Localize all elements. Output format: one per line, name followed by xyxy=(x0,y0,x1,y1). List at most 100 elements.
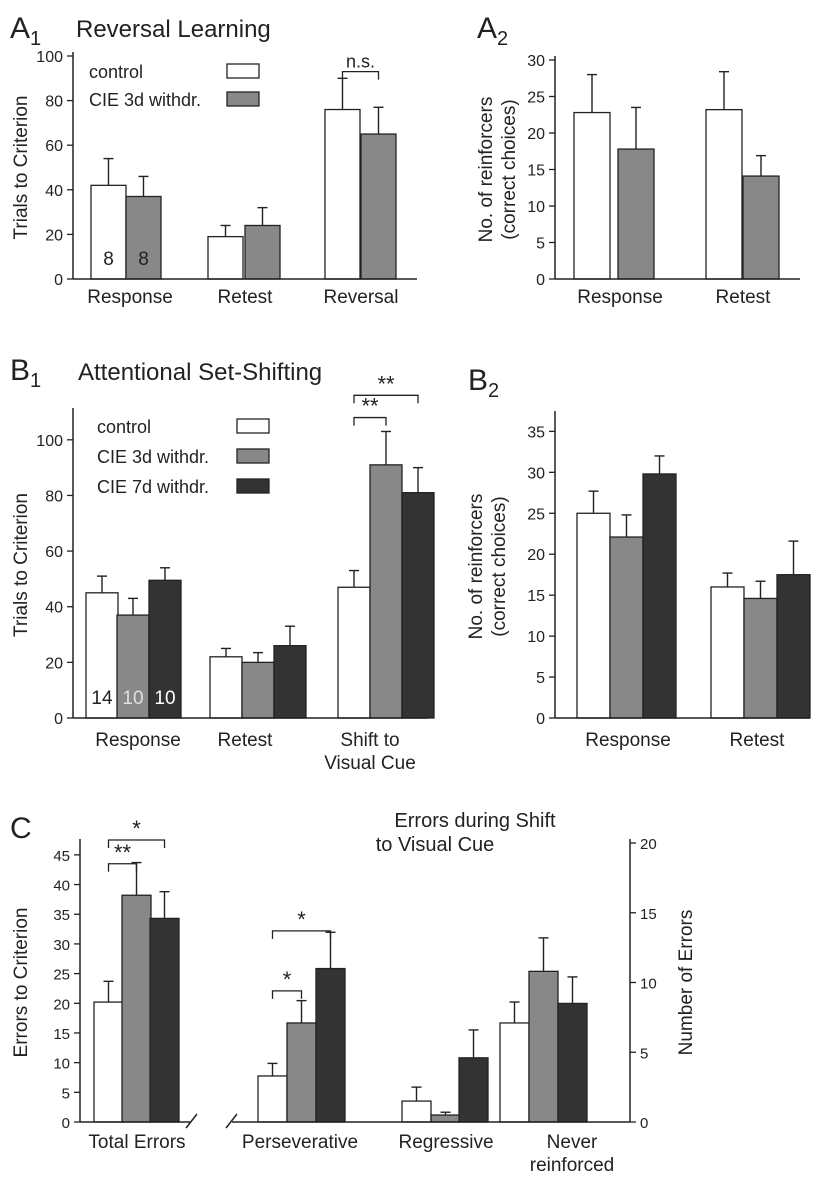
bar-B1-s0-c0 xyxy=(85,592,119,719)
bar-C-right-s1-c2 xyxy=(528,970,559,1123)
significance-0-bracket xyxy=(341,70,380,80)
bar-A1-s1-c1 xyxy=(244,224,281,280)
bar-B1-s1-c1 xyxy=(241,661,275,719)
y-axis-tick-label: 35 xyxy=(53,907,70,924)
y-axis-tick-label: 35 xyxy=(527,424,545,441)
y-axis-tick-label: 0 xyxy=(54,272,63,289)
panel-label-B2: B2 xyxy=(468,364,499,402)
n-label: 14 xyxy=(91,688,113,709)
panel-label-C: C xyxy=(10,812,32,845)
bar-B1-s0-c1 xyxy=(209,656,243,719)
significance-C-3-label: * xyxy=(297,907,306,932)
panel-subscript: 2 xyxy=(497,28,508,50)
y-axis-tick-label: 15 xyxy=(527,588,545,605)
y-axis-tick-label: 20 xyxy=(45,655,63,672)
significance-C-2-label: * xyxy=(283,967,292,992)
bar-A2-s0-c0 xyxy=(573,111,611,280)
y2-axis-tick-label: 0 xyxy=(640,1115,648,1132)
y2-axis-label: Number of Errors xyxy=(676,910,697,1056)
significance-1-bracket xyxy=(353,394,419,404)
panel-letter: A xyxy=(10,12,30,45)
legend-label: control xyxy=(89,62,143,82)
significance-C-0-bracket xyxy=(107,863,138,872)
y-axis-tick-label: 60 xyxy=(45,138,63,155)
bar-B2-s2-c1 xyxy=(776,574,811,719)
category-label: reinforced xyxy=(530,1155,615,1176)
y-axis-tick-label: 40 xyxy=(45,183,63,200)
y-axis-tick-label: 5 xyxy=(536,670,545,687)
legend-label: CIE 3d withdr. xyxy=(89,90,201,110)
bar-B2-s0-c0 xyxy=(576,512,611,719)
y-axis-label-2: (correct choices) xyxy=(499,99,520,239)
bar-C-right-s2-c0 xyxy=(315,967,346,1123)
y-axis-tick-label: 100 xyxy=(36,433,63,450)
category-label: Reversal xyxy=(324,287,399,308)
category-label: Retest xyxy=(218,287,274,308)
y-axis-tick-label: 10 xyxy=(527,629,545,646)
category-label: Retest xyxy=(716,287,772,308)
category-label: Total Errors xyxy=(88,1132,185,1153)
bar-B1-s2-c1 xyxy=(273,645,307,719)
axis-break-mark-left xyxy=(185,1113,198,1129)
bar-A1-s1-c2 xyxy=(360,133,397,280)
panel-letter: B xyxy=(10,354,30,387)
panel-subscript: 2 xyxy=(488,380,499,402)
y2-axis-tick-label: 5 xyxy=(640,1045,648,1062)
n-label: 8 xyxy=(103,249,114,270)
significance-C-0-label: ** xyxy=(114,840,132,865)
significance-C-1-label: * xyxy=(132,816,141,841)
y-axis-tick-label: 20 xyxy=(45,227,63,244)
bar-C-left-s0 xyxy=(93,1001,124,1123)
y-axis-tick-label: 60 xyxy=(45,544,63,561)
legend-label: CIE 7d withdr. xyxy=(97,477,209,497)
y-axis-label: No. of reinforcers xyxy=(466,494,487,640)
y-axis-tick-label: 20 xyxy=(53,996,70,1013)
bar-B2-s1-c1 xyxy=(743,597,778,719)
legend-label: CIE 3d withdr. xyxy=(97,447,209,467)
y-axis-label: Trials to Criterion xyxy=(11,493,32,637)
panel-subscript: 1 xyxy=(30,28,41,50)
y-axis-tick-label: 30 xyxy=(527,53,545,70)
bar-B1-s1-c0 xyxy=(116,614,150,719)
significance-C-1-bracket xyxy=(107,839,166,849)
panel-letter: A xyxy=(477,12,497,45)
panel-label-B1: B1 xyxy=(10,354,41,392)
bar-C-right-s1-c0 xyxy=(286,1022,317,1123)
significance-C-2-bracket xyxy=(271,990,303,999)
bar-A2-s1-c0 xyxy=(617,148,655,280)
panel-letter: C xyxy=(10,812,32,845)
bar-B2-s2-c0 xyxy=(642,473,677,719)
y2-axis-tick-label: 15 xyxy=(640,906,657,923)
category-label: Response xyxy=(577,287,663,308)
y-axis-tick-label: 0 xyxy=(62,1115,70,1132)
category-label: Retest xyxy=(218,730,274,751)
axis-break-mark-right xyxy=(225,1113,238,1129)
y-axis-label: Errors to Criterion xyxy=(11,908,32,1058)
category-label: Never xyxy=(547,1132,598,1153)
y-axis-tick-label: 15 xyxy=(53,1026,70,1043)
bar-B1-s2-c2 xyxy=(401,492,435,719)
bar-A2-s0-c1 xyxy=(705,108,743,280)
y-axis-tick-label: 30 xyxy=(53,937,70,954)
bar-C-right-s2-c2 xyxy=(557,1002,588,1123)
y2-axis-tick-label: 20 xyxy=(640,836,657,853)
bar-C-right-s1-c1 xyxy=(430,1114,461,1123)
bar-A1-s0-c2 xyxy=(324,108,361,280)
legend-swatch xyxy=(236,478,270,494)
significance-0-bracket xyxy=(353,416,387,426)
y-axis-tick-label: 10 xyxy=(53,1056,70,1073)
legend-swatch xyxy=(236,418,270,434)
legend-label: control xyxy=(97,417,151,437)
legend-swatch xyxy=(226,63,260,79)
bar-B2-s1-c0 xyxy=(609,536,644,719)
panel-subscript: 1 xyxy=(30,370,41,392)
y-axis-tick-label: 20 xyxy=(527,547,545,564)
panel-title: Reversal Learning xyxy=(76,16,271,43)
bar-C-right-s0-c0 xyxy=(257,1075,288,1123)
bar-C-left-s1 xyxy=(121,894,152,1123)
panel-label-A2: A2 xyxy=(477,12,508,50)
legend-swatch xyxy=(226,91,260,107)
panel-title: Attentional Set-Shifting xyxy=(78,359,322,386)
category-label: Perseverative xyxy=(242,1132,358,1153)
